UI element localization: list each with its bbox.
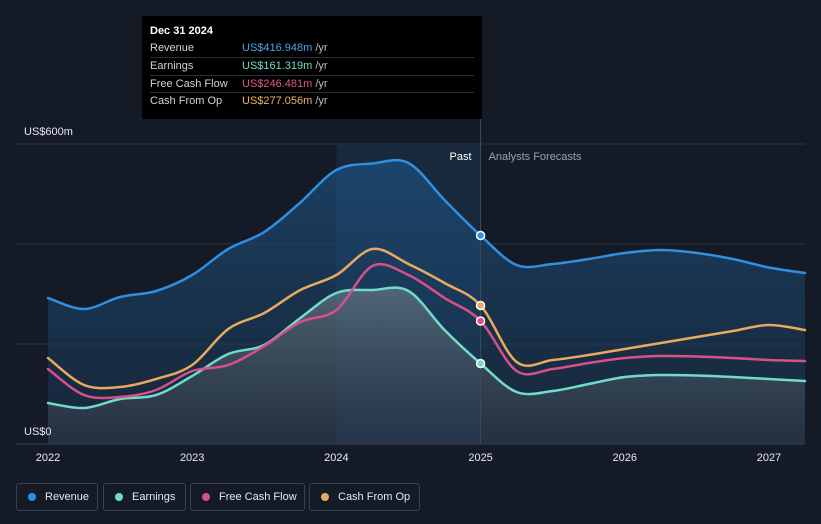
- series-line-cash-from-op: [46, 247, 807, 390]
- legend-item-revenue[interactable]: Revenue: [16, 483, 98, 511]
- tooltip-label: Cash From Op: [150, 95, 223, 107]
- legend-dot-icon: [115, 493, 123, 501]
- earnings-area: [48, 287, 805, 444]
- x-tick-label: 2023: [180, 452, 204, 464]
- tooltip-value: US$277.056m/yr: [242, 95, 328, 107]
- y-tick-label: US$0: [24, 426, 52, 438]
- x-tick-label: 2025: [468, 452, 492, 464]
- marker-cash-from-op: [475, 300, 486, 311]
- legend-item-free-cash-flow[interactable]: Free Cash Flow: [190, 483, 305, 511]
- tooltip-value: US$161.319m/yr: [242, 60, 328, 72]
- tooltip-row-earnings: Earnings US$161.319m/yr: [150, 57, 474, 75]
- tooltip-value: US$246.481m/yr: [242, 78, 328, 90]
- marker-earnings: [475, 358, 486, 369]
- series-line-revenue: [46, 158, 807, 311]
- tooltip-row-revenue: Revenue US$416.948m/yr: [150, 40, 474, 57]
- legend-label: Earnings: [132, 491, 176, 503]
- series-line-earnings: [46, 286, 807, 410]
- x-tick-label: 2027: [757, 452, 781, 464]
- series-line-free-cash-flow: [46, 262, 807, 400]
- tooltip-label: Free Cash Flow: [150, 78, 228, 90]
- tooltip-value: US$416.948m/yr: [242, 42, 328, 54]
- legend-item-earnings[interactable]: Earnings: [103, 483, 186, 511]
- y-tick-label: US$600m: [24, 126, 73, 138]
- x-tick-label: 2024: [324, 452, 348, 464]
- tooltip-label: Earnings: [150, 60, 194, 72]
- marker-revenue: [475, 230, 486, 241]
- tooltip: Dec 31 2024 Revenue US$416.948m/yr Earni…: [142, 16, 482, 119]
- legend-dot-icon: [28, 493, 36, 501]
- legend-label: Free Cash Flow: [219, 491, 297, 503]
- legend-dot-icon: [202, 493, 210, 501]
- legend-label: Cash From Op: [338, 491, 411, 503]
- past-label: Past: [450, 151, 472, 163]
- x-tick-label: 2022: [36, 452, 60, 464]
- tooltip-row-free-cash-flow: Free Cash Flow US$246.481m/yr: [150, 75, 474, 93]
- tooltip-date: Dec 31 2024: [150, 25, 213, 37]
- tooltip-row-cash-from-op: Cash From Op US$277.056m/yr: [150, 92, 474, 110]
- forecast-label: Analysts Forecasts: [489, 151, 582, 163]
- legend-label: Revenue: [45, 491, 90, 503]
- marker-free-cash-flow: [475, 316, 486, 326]
- legend-item-cash-from-op[interactable]: Cash From Op: [309, 483, 420, 511]
- tooltip-label: Revenue: [150, 42, 195, 54]
- x-tick-label: 2026: [613, 452, 637, 464]
- legend-dot-icon: [321, 493, 329, 501]
